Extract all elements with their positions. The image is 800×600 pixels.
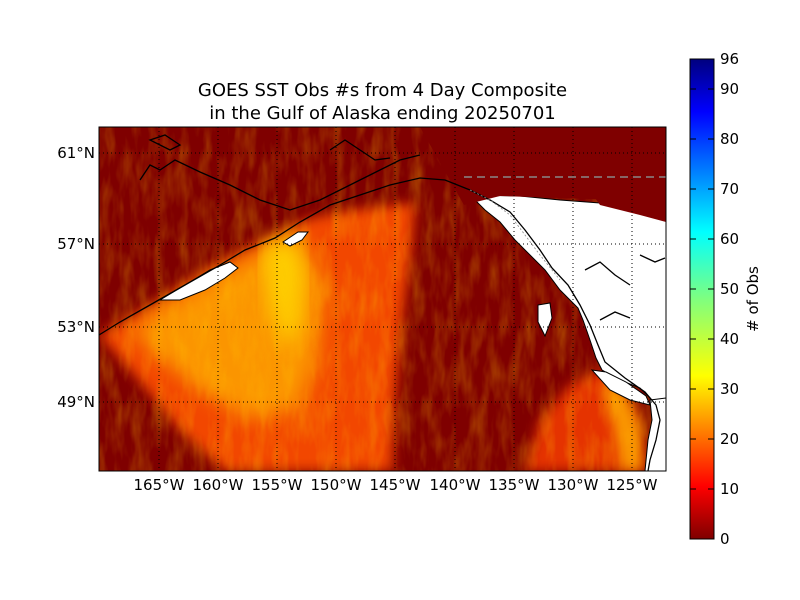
lon-label: 165°W [134, 476, 185, 494]
colorbar-tick-label: 80 [720, 130, 739, 148]
lon-label: 140°W [430, 476, 481, 494]
longitude-labels: 165°W 160°W 155°W 150°W 145°W 140°W 135°W 130°W… [134, 476, 658, 494]
lat-label: 57°N [57, 235, 95, 253]
lon-label: 130°W [548, 476, 599, 494]
lon-label: 145°W [370, 476, 421, 494]
washington-coast-land [644, 397, 666, 471]
colorbar-label: # of Obs [744, 266, 762, 332]
colorbar: 96 90 80 70 60 50 40 30 20 10 0 # of Obs [689, 50, 762, 548]
colorbar-tick-label: 60 [720, 230, 739, 248]
map-gridlines [99, 127, 666, 471]
colorbar-tick-label: 0 [720, 530, 730, 548]
kodiak-area-land [282, 231, 309, 247]
colorbar-tick-label: 90 [720, 80, 739, 98]
north-masked-region [420, 127, 666, 205]
haida-gwaii-land [537, 302, 553, 338]
lon-label: 160°W [193, 476, 244, 494]
lon-label: 155°W [252, 476, 303, 494]
northeast-masked-region [595, 190, 666, 222]
coastline [99, 134, 666, 471]
colorbar-tick-label: 96 [720, 50, 739, 68]
colorbar-tick-label: 50 [720, 280, 739, 298]
map-field [99, 127, 666, 471]
colorbar-tick-label: 10 [720, 480, 739, 498]
colorbar-ticks: 96 90 80 70 60 50 40 30 20 10 0 [690, 50, 739, 548]
colorbar-tick-label: 40 [720, 330, 739, 348]
lon-label: 150°W [311, 476, 362, 494]
lat-label: 61°N [57, 144, 95, 162]
lat-label: 49°N [57, 393, 95, 411]
map-frame [98, 126, 667, 472]
colorbar-tick-label: 70 [720, 180, 739, 198]
lon-label: 125°W [607, 476, 658, 494]
vancouver-island [590, 369, 651, 406]
colorbar-gradient [689, 58, 715, 540]
map-title-line-1: GOES SST Obs #s from 4 Day Composite [197, 80, 568, 101]
colorbar-tick-label: 30 [720, 380, 739, 398]
colorbar-tick-label: 20 [720, 430, 739, 448]
lat-label: 53°N [57, 318, 95, 336]
map-title-line-2: in the Gulf of Alaska ending 20250701 [209, 103, 556, 124]
lon-label: 135°W [489, 476, 540, 494]
latitude-labels: 61°N 57°N 53°N 49°N [57, 144, 95, 411]
